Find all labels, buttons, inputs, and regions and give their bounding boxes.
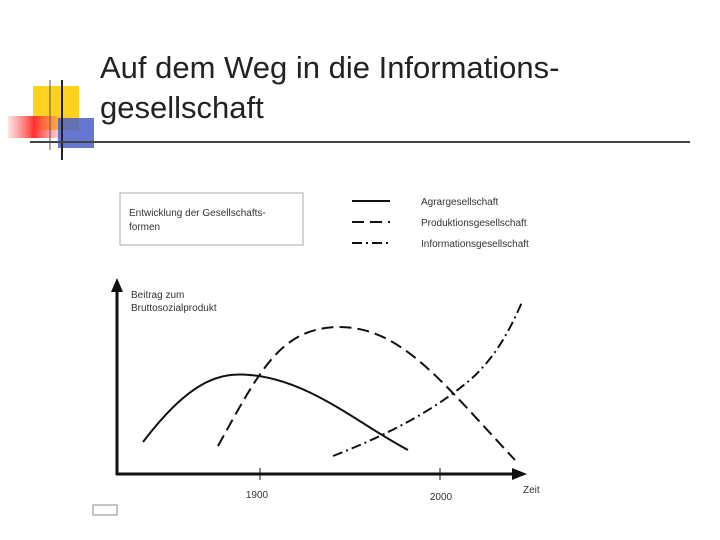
- curve-information: [332, 301, 523, 457]
- legend-label: Agrargesellschaft: [421, 197, 498, 208]
- x-tick-label: 1900: [246, 490, 269, 501]
- logo-blue: [58, 118, 94, 148]
- x-tick-label: 2000: [430, 492, 453, 503]
- legend-label: Produktionsgesellschaft: [421, 218, 527, 229]
- y-axis-label: Bruttosozialprodukt: [131, 303, 217, 314]
- title-line: Auf dem Weg in die Informations-: [100, 50, 559, 85]
- y-axis-label: Beitrag zum: [131, 290, 184, 301]
- caption-line: Entwicklung der Gesellschafts-: [129, 208, 266, 219]
- logo-red: [8, 116, 60, 138]
- legend-label: Informationsgesellschaft: [421, 239, 529, 250]
- curve-agrar: [142, 373, 409, 451]
- title-line: gesellschaft: [100, 90, 264, 125]
- logo: [8, 80, 690, 160]
- caption-box: [119, 192, 304, 246]
- slide-icon: [92, 504, 118, 516]
- caption-line: formen: [129, 222, 160, 233]
- y-arrow: [111, 278, 123, 292]
- x-arrow: [512, 468, 527, 480]
- x-axis-label: Zeit: [523, 485, 540, 496]
- curve-produktion: [217, 325, 516, 461]
